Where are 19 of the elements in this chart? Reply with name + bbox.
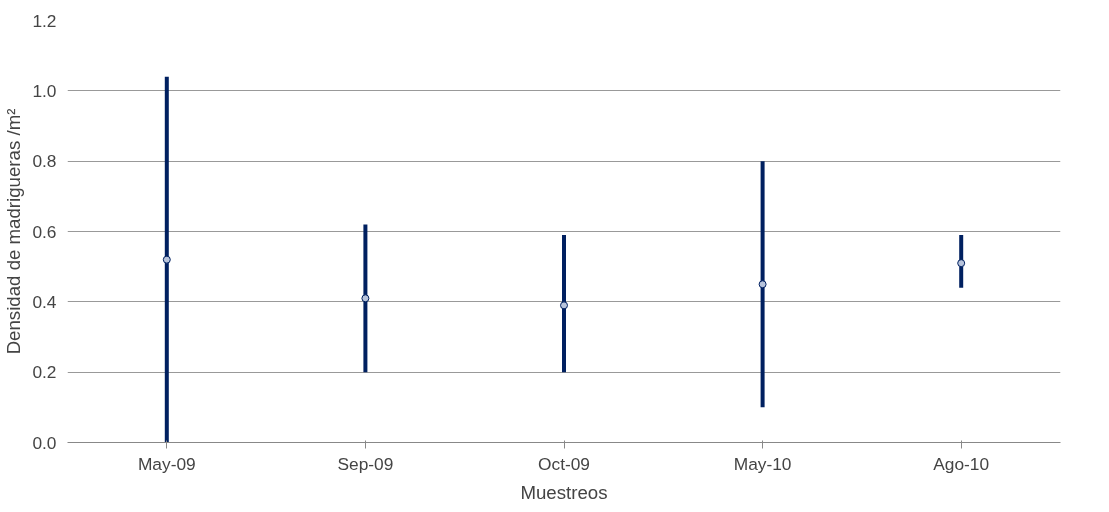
x-tick-label: Oct-09 bbox=[538, 453, 591, 474]
y-tick-label: 1.2 bbox=[32, 10, 57, 31]
y-axis-title: Densidad de madrigueras /m² bbox=[3, 108, 25, 355]
x-axis-title: Muestreos bbox=[520, 481, 608, 503]
y-tick-label: 0.8 bbox=[32, 151, 57, 172]
y-tick-label: 0.2 bbox=[32, 362, 57, 383]
x-tick-label: Sep-09 bbox=[337, 453, 394, 474]
x-tick-label: May-09 bbox=[137, 453, 196, 474]
point bbox=[560, 301, 568, 310]
point bbox=[758, 280, 767, 289]
y-tick-label: 1.0 bbox=[32, 80, 57, 101]
y-tick-label: 0.4 bbox=[32, 291, 57, 312]
y-tick-label: 0.6 bbox=[32, 221, 57, 242]
point bbox=[957, 259, 966, 268]
x-tick-label: May-10 bbox=[733, 453, 792, 474]
point bbox=[361, 294, 370, 303]
x-tick-label: Ago-10 bbox=[933, 453, 990, 474]
point bbox=[162, 255, 171, 264]
y-tick-label: 0.0 bbox=[32, 432, 57, 453]
